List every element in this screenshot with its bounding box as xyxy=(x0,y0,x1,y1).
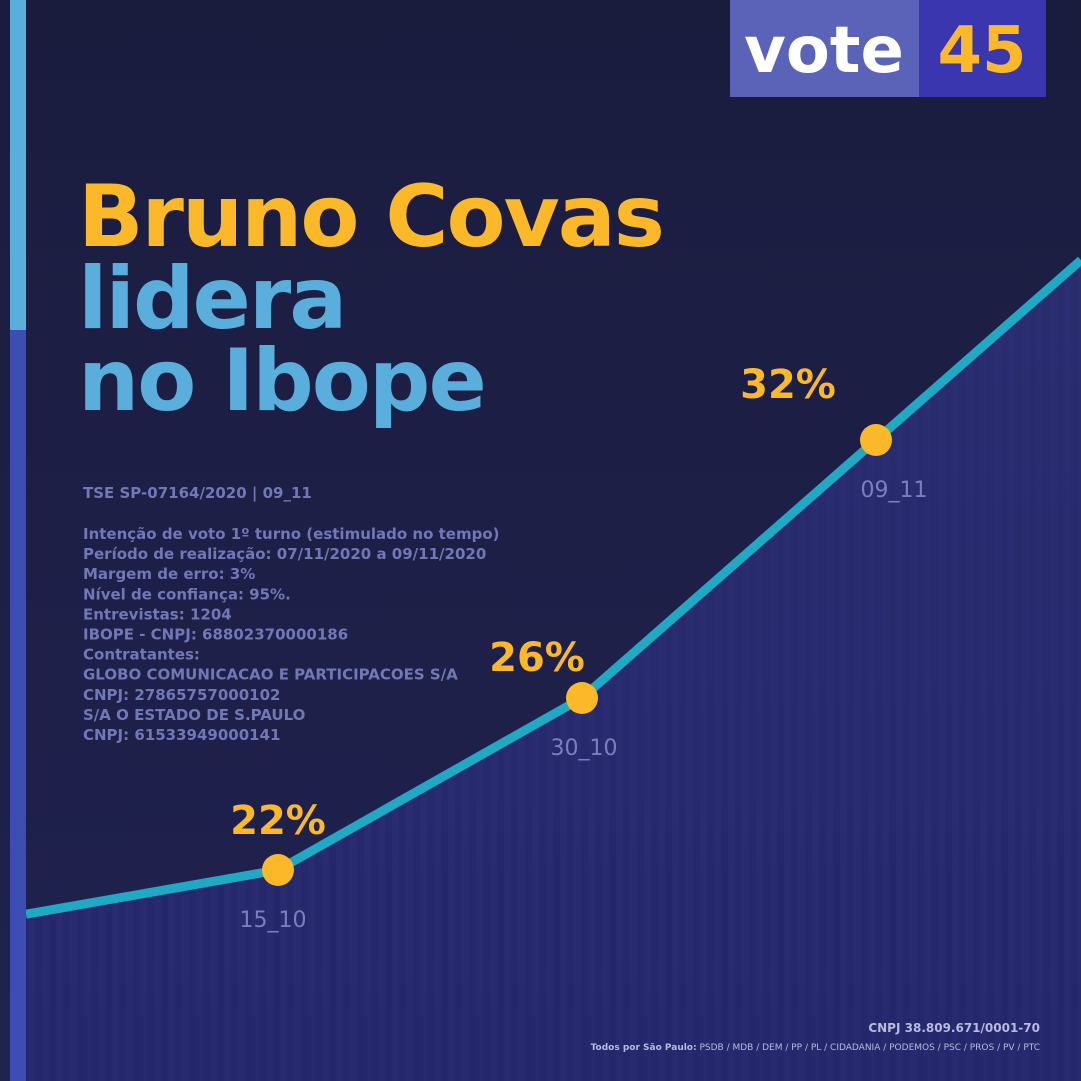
headline: no Ibope xyxy=(78,331,485,431)
badge-number: 45 xyxy=(937,14,1026,88)
value-label: 32% xyxy=(740,362,836,408)
badge-number-box xyxy=(919,0,1046,97)
category-label: 09_11 xyxy=(861,478,928,503)
info-line: CNPJ: 27865757000102 xyxy=(83,686,280,704)
value-label: 26% xyxy=(489,635,585,681)
info-line: CNPJ: 61533949000141 xyxy=(83,726,280,744)
category-label: 15_10 xyxy=(240,908,307,933)
badge-word: vote xyxy=(744,14,904,88)
info-line: Período de realização: 07/11/2020 a 09/1… xyxy=(83,545,486,563)
value-label: 22% xyxy=(230,798,326,844)
category-label: 30_10 xyxy=(551,736,618,761)
info-line: Contratantes: xyxy=(83,646,200,664)
info-line: S/A O ESTADO DE S.PAULO xyxy=(83,706,305,724)
point xyxy=(262,854,294,886)
coalition-label: Todos por São Paulo: xyxy=(591,1043,697,1053)
info-line: Nível de confiança: 95%. xyxy=(83,585,291,603)
parties: PSDB / MDB / DEM / PP / PL / CIDADANIA /… xyxy=(699,1043,1040,1053)
info-line: Margem de erro: 3% xyxy=(83,565,255,583)
info-line: Entrevistas: 1204 xyxy=(83,605,232,623)
info-line: IBOPE - CNPJ: 68802370000186 xyxy=(83,626,348,644)
registration: TSE SP-07164/2020 | 09_11 xyxy=(83,484,312,503)
side-bar-bottom xyxy=(10,330,26,1081)
point xyxy=(566,682,598,714)
info-line: Intenção de voto 1º turno (estimulado no… xyxy=(83,525,500,543)
footer-cnpj: CNPJ 38.809.671/0001-70 xyxy=(868,1021,1040,1035)
line-extension xyxy=(873,256,1081,444)
footer-coalition: Todos por São Paulo: PSDB / MDB / DEM / … xyxy=(591,1043,1040,1053)
headline: lidera xyxy=(78,249,345,349)
headline: Bruno Covas xyxy=(78,167,663,267)
badge-word-box xyxy=(730,0,919,97)
line-extension xyxy=(25,865,279,919)
info-block: Intenção de voto 1º turno (estimulado no… xyxy=(83,525,500,744)
side-bar-top xyxy=(10,0,26,330)
plot: 22% 15_10 26% 30_10 32% 09_11 xyxy=(25,256,1081,1081)
point xyxy=(860,424,892,456)
info-line: GLOBO COMUNICACAO E PARTICIPACOES S/A xyxy=(83,666,458,684)
